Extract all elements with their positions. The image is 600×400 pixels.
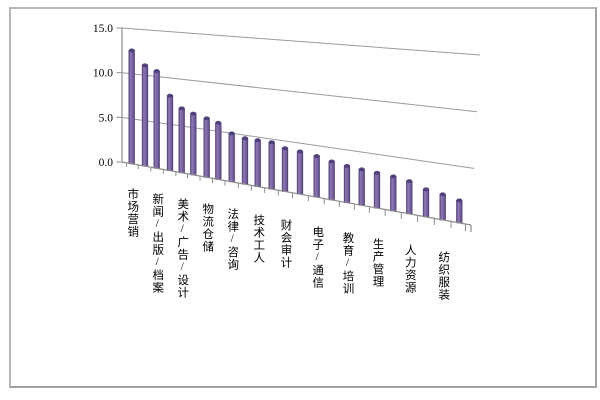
bar-cap xyxy=(373,170,381,175)
bar xyxy=(281,146,289,192)
bar-body xyxy=(203,117,210,178)
category-label: 美术/广告/设计 xyxy=(176,198,189,300)
y-axis-tick-label: 15.0 xyxy=(93,23,113,35)
bar-body xyxy=(215,122,222,180)
bar-body xyxy=(241,137,249,185)
bar xyxy=(439,192,446,221)
bar-body xyxy=(166,95,174,172)
bar-cap xyxy=(166,93,174,98)
bar-cap xyxy=(406,179,413,184)
bar-cap xyxy=(178,106,185,111)
bar-cap xyxy=(439,192,446,197)
category-label: 电子/通信 xyxy=(311,225,324,289)
bar-body xyxy=(178,107,185,174)
category-label: 纺织服装 xyxy=(437,251,450,302)
bar-cap xyxy=(215,120,222,125)
bar xyxy=(390,174,397,212)
bar-body xyxy=(268,141,275,190)
category-label: 新闻/出版/档案 xyxy=(151,193,164,295)
bar xyxy=(456,198,463,224)
bar-cap xyxy=(203,116,210,121)
bar-cap xyxy=(268,140,275,145)
bar xyxy=(178,106,185,174)
gridline xyxy=(121,27,481,56)
y-axis-tick-label: 5.0 xyxy=(99,112,114,124)
category-label: 市场营销 xyxy=(126,187,139,238)
bar-cap xyxy=(153,69,160,74)
y-axis-tick-label: 0.0 xyxy=(99,157,114,169)
category-label: 财会审计 xyxy=(279,219,292,270)
bar-cap xyxy=(141,63,149,68)
bar xyxy=(241,136,249,185)
bar-cap xyxy=(128,48,135,53)
bar xyxy=(422,187,430,218)
bar xyxy=(215,120,222,180)
bar xyxy=(313,154,320,198)
bar-cap xyxy=(456,198,463,203)
bar-body xyxy=(228,133,235,183)
bar xyxy=(190,111,197,176)
bar xyxy=(153,69,160,169)
bar-cap xyxy=(328,159,335,164)
bar-cap xyxy=(390,174,397,179)
bar-cap xyxy=(254,138,261,143)
bar-cap xyxy=(190,111,197,116)
bar xyxy=(254,138,261,187)
bar xyxy=(406,179,413,215)
bar-cap xyxy=(281,146,289,151)
bar xyxy=(328,159,335,201)
bar-body xyxy=(406,180,413,215)
bar xyxy=(358,167,365,206)
bar-body xyxy=(281,147,289,192)
bar-body xyxy=(373,172,381,209)
category-label: 教育/培训 xyxy=(341,231,354,295)
bar-cap xyxy=(228,131,235,136)
bar-body xyxy=(343,165,351,203)
bar-body xyxy=(313,155,320,198)
category-label: 生产管理 xyxy=(371,237,384,288)
bar-cap xyxy=(313,154,320,159)
category-label: 人力资源 xyxy=(403,244,416,295)
category-label: 技术工人 xyxy=(252,213,265,264)
bar xyxy=(228,131,235,183)
bar xyxy=(296,149,304,195)
bar-cap xyxy=(422,187,430,192)
bar xyxy=(373,170,381,209)
bar-cap xyxy=(358,167,365,172)
bar-body xyxy=(358,168,365,206)
gridline xyxy=(121,72,478,113)
bar-cap xyxy=(343,163,351,168)
y-axis-tick-label: 10.0 xyxy=(93,68,113,80)
bar-body xyxy=(190,113,197,176)
bar-body xyxy=(456,200,463,224)
bar-body xyxy=(254,139,261,187)
bar-body xyxy=(296,151,304,195)
bar xyxy=(141,63,149,167)
category-label: 法律/咨询 xyxy=(226,208,239,272)
bar-body xyxy=(390,176,397,212)
bar-cap xyxy=(241,136,249,141)
bar-body xyxy=(141,64,149,167)
bar-body xyxy=(153,70,160,169)
bar-body xyxy=(128,50,135,165)
bar xyxy=(268,140,275,190)
bar xyxy=(343,163,351,203)
bar xyxy=(203,116,210,178)
bar-cap xyxy=(296,149,304,154)
category-label: 物流仓储 xyxy=(201,203,214,254)
bar-body xyxy=(328,161,335,201)
bar-body xyxy=(439,193,446,221)
bar xyxy=(166,93,174,172)
bar xyxy=(128,48,135,165)
bar-body xyxy=(422,188,430,218)
category-axis xyxy=(121,161,472,226)
